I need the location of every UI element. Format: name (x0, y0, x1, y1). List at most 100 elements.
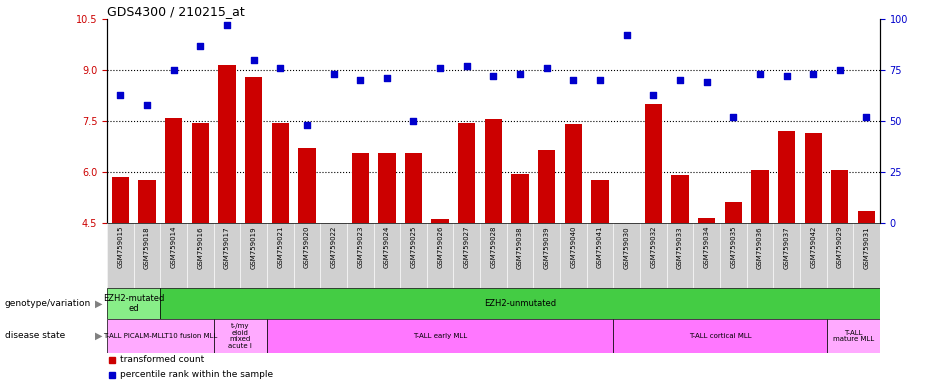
Point (140, 102, 155, 108)
Bar (245, 77, 263, 223)
Point (859, 114, 874, 120)
Bar (644, 104, 662, 223)
Bar (272, 122, 289, 223)
Bar (107, 319, 213, 353)
Point (513, 71, 528, 77)
Text: GDS4300 / 210215_at: GDS4300 / 210215_at (107, 5, 245, 18)
Bar (804, 133, 822, 223)
Bar (431, 219, 449, 223)
Point (459, 63, 474, 69)
Text: GSM759028: GSM759028 (491, 226, 496, 268)
Bar (458, 122, 476, 223)
Text: GSM759018: GSM759018 (144, 226, 150, 269)
Text: transformed count: transformed count (120, 356, 205, 364)
Text: GSM759016: GSM759016 (197, 226, 203, 269)
Point (220, 22, 235, 28)
Text: GSM759039: GSM759039 (544, 226, 549, 269)
Text: GSM759022: GSM759022 (331, 226, 336, 268)
Text: GSM759027: GSM759027 (464, 226, 470, 268)
Point (486, 73, 501, 79)
Text: ▶: ▶ (95, 331, 102, 341)
Text: GSM759025: GSM759025 (411, 226, 416, 268)
Text: t-/my
eloid
mixed
acute l: t-/my eloid mixed acute l (228, 323, 252, 349)
Text: GSM759042: GSM759042 (810, 226, 816, 268)
Text: T-ALL PICALM-MLLT10 fusion MLL: T-ALL PICALM-MLLT10 fusion MLL (103, 333, 218, 339)
Text: GSM759026: GSM759026 (438, 226, 443, 268)
Point (326, 71, 341, 77)
Bar (511, 174, 529, 223)
Bar (827, 319, 880, 353)
Bar (565, 124, 582, 223)
Text: GSM759029: GSM759029 (837, 226, 843, 268)
Point (619, 32, 634, 38)
Point (805, 71, 820, 77)
Text: GSM759017: GSM759017 (224, 226, 230, 269)
Bar (671, 175, 689, 223)
Point (592, 77, 607, 83)
Bar (591, 180, 609, 223)
Point (167, 67, 182, 73)
Point (646, 91, 661, 98)
Bar (614, 319, 827, 353)
Bar (213, 319, 267, 353)
Bar (267, 319, 614, 353)
Bar (352, 153, 369, 223)
Text: GSM759041: GSM759041 (597, 226, 603, 268)
Bar (218, 65, 236, 223)
Bar (538, 150, 556, 223)
Text: GSM759023: GSM759023 (358, 226, 363, 268)
Text: GSM759037: GSM759037 (784, 226, 789, 269)
Text: GSM759036: GSM759036 (757, 226, 762, 269)
Text: GSM759015: GSM759015 (117, 226, 124, 268)
Text: GSM759032: GSM759032 (651, 226, 656, 268)
Text: EZH2-mutated
ed: EZH2-mutated ed (103, 294, 165, 313)
Text: genotype/variation: genotype/variation (5, 299, 91, 308)
Text: GSM759034: GSM759034 (704, 226, 709, 268)
Bar (778, 131, 795, 223)
Point (832, 67, 847, 73)
Point (726, 114, 741, 120)
Point (246, 57, 261, 63)
Bar (831, 170, 848, 223)
Point (672, 77, 687, 83)
Bar (698, 218, 715, 223)
Text: GSM759040: GSM759040 (571, 226, 576, 268)
Bar (751, 170, 769, 223)
Point (113, 91, 128, 98)
Text: GSM759031: GSM759031 (863, 226, 870, 269)
Point (353, 77, 368, 83)
Text: GSM759038: GSM759038 (517, 226, 523, 269)
Point (433, 65, 448, 71)
Point (752, 71, 767, 77)
Bar (724, 202, 742, 223)
Bar (405, 153, 422, 223)
Bar (107, 288, 160, 319)
Point (380, 75, 395, 81)
Point (699, 79, 714, 85)
Text: T-ALL early MLL: T-ALL early MLL (413, 333, 467, 339)
Bar (112, 177, 129, 223)
Text: ▶: ▶ (95, 298, 102, 308)
Point (193, 43, 208, 49)
Point (406, 118, 421, 124)
Bar (298, 148, 316, 223)
Text: GSM759014: GSM759014 (170, 226, 177, 268)
Text: GSM759030: GSM759030 (624, 226, 629, 269)
Point (539, 65, 554, 71)
Text: GSM759019: GSM759019 (250, 226, 257, 269)
Bar (192, 122, 209, 223)
Text: percentile rank within the sample: percentile rank within the sample (120, 370, 274, 379)
Point (566, 77, 581, 83)
Point (300, 122, 315, 128)
Text: GSM759035: GSM759035 (730, 226, 736, 268)
Text: GSM759033: GSM759033 (677, 226, 683, 269)
Bar (378, 153, 396, 223)
Text: GSM759024: GSM759024 (384, 226, 390, 268)
Point (273, 65, 288, 71)
Bar (165, 118, 182, 223)
Text: disease state: disease state (5, 331, 65, 341)
Text: GSM759021: GSM759021 (277, 226, 283, 268)
Text: T-ALL cortical MLL: T-ALL cortical MLL (689, 333, 751, 339)
Text: EZH2-unmutated: EZH2-unmutated (484, 299, 556, 308)
Text: GSM759020: GSM759020 (304, 226, 310, 268)
